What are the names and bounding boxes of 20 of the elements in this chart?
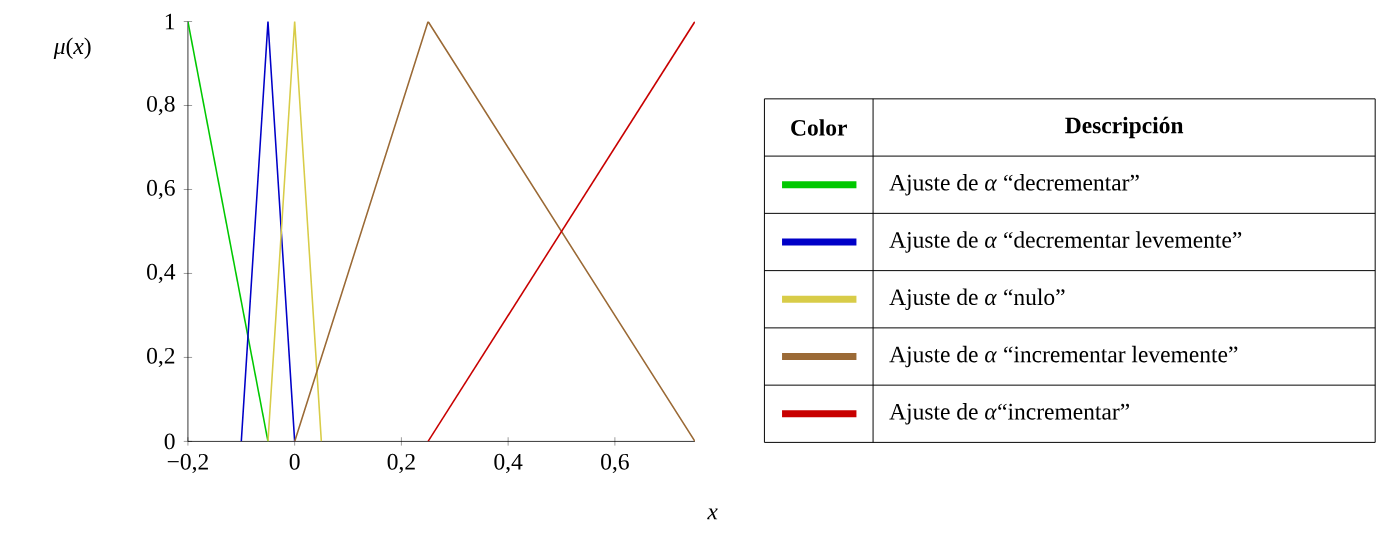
legend-label: Ajuste de α “incrementar levemente” <box>889 345 1238 367</box>
y-tick-label: 0,2 <box>147 347 175 367</box>
y-tick-label: 0,4 <box>147 263 176 283</box>
legend-label: Ajuste de α “nulo” <box>889 288 1065 310</box>
legend-label: Ajuste de α “decrementar” <box>889 173 1139 196</box>
x-tick-label: 0,2 <box>387 453 415 473</box>
x-tick-label: −0,2 <box>167 453 208 473</box>
x-tick-label: 0,4 <box>494 453 523 473</box>
x-tick-label: 0,6 <box>601 453 629 473</box>
y-axis-title: μ(x) <box>53 37 91 59</box>
text: Color <box>791 119 847 136</box>
y-tick-label: 1 <box>165 13 175 30</box>
y-tick-label: 0 <box>164 433 175 450</box>
x-axis-title: x <box>707 508 718 519</box>
legend-label: Ajuste de α“incrementar” <box>889 402 1130 425</box>
legend-label: Ajuste de α “decrementar levemente” <box>889 231 1242 253</box>
legend-title: Descripción <box>1065 116 1184 138</box>
y-tick-label: 0,8 <box>147 95 175 115</box>
y-tick-label: 0,6 <box>147 179 175 199</box>
x-tick-label: 0 <box>289 453 300 470</box>
